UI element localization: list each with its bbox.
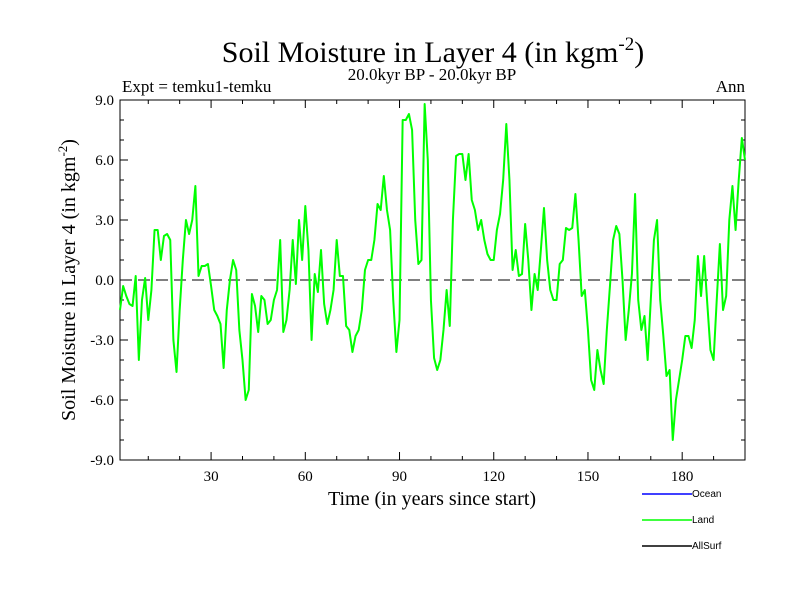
season-label: Ann — [716, 77, 746, 96]
legend-label-allsurf: AllSurf — [692, 541, 722, 552]
y-tick-label: 6.0 — [95, 153, 114, 169]
x-tick-label: 90 — [392, 469, 407, 485]
y-tick-label: 3.0 — [95, 213, 114, 229]
y-tick-label: 9.0 — [95, 93, 114, 109]
series-line-land — [119, 103, 746, 441]
y-axis-label-sup: -2 — [55, 146, 70, 157]
x-axis-label: Time (in years since start) — [328, 488, 536, 510]
chart-subtitle: 20.0kyr BP - 20.0kyr BP — [348, 65, 516, 84]
y-axis-label-close: ) — [58, 139, 80, 146]
x-tick-label: 30 — [204, 469, 219, 485]
y-tick-label: -3.0 — [90, 333, 114, 349]
y-tick-label: -6.0 — [90, 393, 114, 409]
x-tick-label: 150 — [577, 469, 600, 485]
legend-label-land: Land — [692, 515, 714, 526]
chart-title-sup: -2 — [618, 34, 634, 55]
y-axis-label: Soil Moisture in Layer 4 (in kgm-2) — [55, 139, 80, 421]
x-tick-label: 60 — [298, 469, 313, 485]
chart-title-main: Soil Moisture in Layer 4 (in kgm — [222, 36, 619, 69]
y-tick-label: 0.0 — [95, 273, 114, 289]
x-tick-label: 180 — [671, 469, 694, 485]
legend-label-ocean: Ocean — [692, 489, 721, 500]
x-tick-label: 120 — [482, 469, 505, 485]
chart-title: Soil Moisture in Layer 4 (in kgm-2) — [222, 34, 644, 69]
y-tick-label: -9.0 — [90, 453, 114, 469]
experiment-label: Expt = temku1-temku — [122, 77, 272, 96]
chart-title-close: ) — [634, 36, 644, 69]
legend: Ocean Land AllSurf — [642, 489, 722, 552]
y-axis-label-main: Soil Moisture in Layer 4 (in kgm — [58, 156, 80, 421]
